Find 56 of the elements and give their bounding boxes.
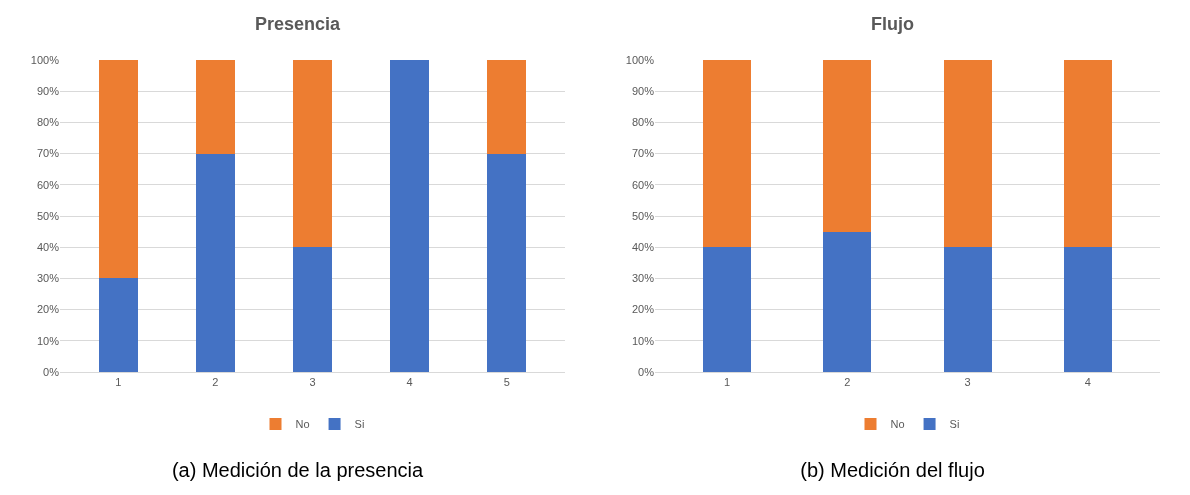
x-tick-label: 4	[1084, 376, 1091, 389]
y-tick-label: 20%	[631, 303, 655, 316]
y-tick-label: 50%	[631, 209, 655, 222]
x-tick-label: 1	[115, 376, 122, 389]
bar	[98, 278, 138, 372]
legend-label: No	[890, 418, 905, 431]
x-tick-label: 2	[212, 376, 219, 389]
bar	[487, 153, 527, 372]
y-tick-label: 40%	[631, 241, 655, 254]
x-tick-label: 3	[309, 376, 316, 389]
legend-label: Si	[949, 418, 960, 431]
bar	[1063, 60, 1112, 248]
bar	[943, 247, 992, 372]
y-tick-label: 50%	[36, 209, 60, 222]
bar	[703, 247, 752, 372]
y-tick-label: 90%	[631, 85, 655, 98]
bar	[195, 60, 235, 154]
chart-title: Flujo	[871, 14, 914, 34]
y-tick-label: 30%	[631, 272, 655, 285]
x-tick-label: 3	[964, 376, 971, 389]
bar	[943, 60, 992, 248]
x-tick-label: 2	[844, 376, 851, 389]
y-tick-label: 60%	[631, 178, 655, 191]
bar	[823, 60, 872, 232]
y-tick-label: 0%	[638, 365, 655, 378]
y-tick-label: 100%	[625, 53, 655, 66]
bar	[293, 60, 332, 248]
y-tick-label: 80%	[36, 116, 60, 129]
text: (b) Medición del flujo	[799, 458, 986, 483]
legend-label: No	[295, 418, 310, 431]
legend-label: Si	[354, 418, 365, 431]
x-tick-label: 4	[406, 376, 413, 389]
bar	[293, 247, 332, 372]
bar	[487, 60, 527, 154]
chart-title: Presencia	[254, 14, 342, 34]
y-tick-label: 10%	[631, 334, 655, 347]
text: (a) Medición de la presencia	[170, 458, 425, 483]
bar	[98, 60, 138, 279]
y-tick-label: 40%	[36, 241, 60, 254]
y-tick-label: 70%	[631, 147, 655, 160]
y-tick-label: 70%	[36, 147, 60, 160]
bar	[703, 60, 752, 248]
y-tick-label: 30%	[36, 272, 60, 285]
x-tick-label: 5	[503, 376, 510, 389]
y-tick-label: 0%	[43, 365, 60, 378]
y-tick-label: 100%	[30, 53, 60, 66]
x-tick-label: 1	[724, 376, 731, 389]
y-tick-label: 80%	[631, 116, 655, 129]
y-tick-label: 90%	[36, 85, 60, 98]
bar	[823, 231, 872, 372]
y-tick-label: 60%	[36, 178, 60, 191]
bar	[390, 60, 430, 372]
bar	[1063, 247, 1112, 372]
y-tick-label: 20%	[36, 303, 60, 316]
bar	[195, 153, 235, 372]
y-tick-label: 10%	[36, 334, 60, 347]
